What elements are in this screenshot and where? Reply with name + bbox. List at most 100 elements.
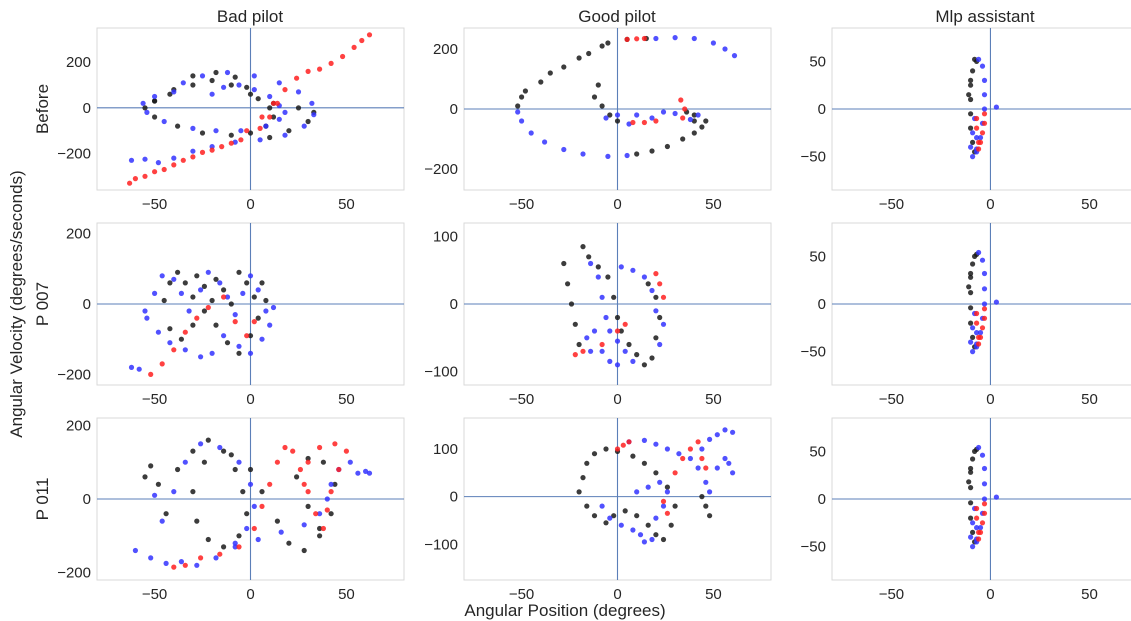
data-point	[630, 267, 636, 273]
data-point	[966, 284, 972, 290]
data-point	[630, 527, 636, 533]
data-point	[515, 109, 521, 115]
data-point	[209, 77, 215, 84]
data-point	[699, 446, 705, 452]
data-point	[194, 562, 200, 568]
data-point	[722, 455, 728, 462]
data-point	[219, 144, 225, 150]
data-point	[190, 154, 196, 160]
data-point	[255, 536, 261, 543]
data-point	[678, 97, 684, 103]
data-point	[981, 120, 988, 126]
data-point	[979, 257, 986, 263]
series-blue	[128, 269, 277, 372]
y-tick-label: −50	[801, 149, 826, 166]
y-tick-label: 0	[450, 296, 458, 313]
data-point	[171, 89, 177, 95]
series-black	[966, 446, 980, 545]
y-tick-label: 200	[66, 226, 91, 243]
data-point	[180, 157, 186, 163]
data-point	[680, 115, 686, 121]
data-point	[305, 68, 311, 74]
data-point	[282, 109, 288, 115]
data-point	[599, 341, 605, 348]
data-point	[142, 156, 148, 162]
data-point	[703, 465, 709, 471]
data-point	[614, 118, 621, 124]
data-point	[320, 525, 326, 532]
data-point	[213, 322, 219, 328]
data-point	[259, 114, 265, 120]
data-point	[614, 362, 621, 368]
data-point	[614, 328, 621, 334]
data-point	[714, 465, 720, 471]
data-point	[178, 290, 184, 296]
data-point	[163, 560, 169, 567]
data-point	[968, 320, 974, 326]
x-tick-label: 50	[1081, 196, 1098, 213]
data-point	[622, 508, 628, 514]
series-red	[974, 501, 988, 542]
data-point	[672, 503, 678, 509]
data-point	[127, 180, 133, 186]
data-point	[274, 518, 280, 524]
data-point	[244, 84, 250, 90]
data-point	[336, 466, 342, 473]
data-point	[244, 128, 250, 134]
data-point	[687, 455, 694, 462]
data-point	[695, 439, 701, 445]
data-point	[247, 130, 254, 136]
data-point	[251, 73, 257, 79]
panel-p-011-bad-pilot: −50 0 50 −200 0 200	[57, 417, 405, 603]
data-point	[645, 281, 651, 287]
data-point	[148, 371, 154, 377]
data-point	[607, 358, 613, 364]
data-point	[976, 529, 982, 536]
data-point	[276, 80, 282, 86]
data-point	[324, 507, 330, 513]
data-point	[981, 106, 988, 112]
data-point	[247, 273, 254, 279]
data-point	[332, 441, 338, 447]
data-point	[576, 55, 582, 61]
data-point	[976, 334, 982, 340]
data-point	[282, 87, 288, 93]
data-point	[968, 339, 974, 345]
data-point	[981, 501, 988, 507]
data-point	[649, 287, 655, 294]
data-point	[305, 489, 311, 495]
data-point	[221, 287, 227, 293]
data-point	[695, 112, 701, 118]
series-red	[171, 441, 349, 570]
data-point	[224, 340, 231, 346]
data-point	[198, 354, 204, 360]
data-point	[588, 348, 594, 354]
data-point	[966, 479, 972, 485]
data-point	[182, 347, 188, 353]
data-point	[205, 437, 211, 443]
data-point	[595, 82, 601, 88]
data-point	[976, 146, 982, 152]
data-point	[653, 308, 659, 314]
data-point	[213, 555, 219, 561]
y-tick-label: 0	[450, 489, 458, 506]
data-point	[703, 118, 709, 124]
data-point	[580, 475, 586, 481]
data-point	[528, 130, 534, 136]
data-point	[970, 154, 976, 160]
data-point	[968, 144, 974, 150]
x-tick-label: −50	[879, 586, 904, 603]
data-point	[190, 489, 196, 495]
data-point	[217, 280, 223, 286]
data-point	[351, 44, 357, 51]
data-point	[217, 551, 223, 557]
data-point	[974, 115, 980, 122]
data-point	[979, 63, 986, 69]
data-point	[228, 82, 234, 88]
row-label-before: Before	[33, 84, 52, 134]
data-point	[622, 348, 628, 354]
data-point	[672, 110, 678, 117]
data-point	[653, 294, 659, 300]
x-tick-label: −50	[142, 586, 167, 603]
data-point	[607, 112, 613, 118]
